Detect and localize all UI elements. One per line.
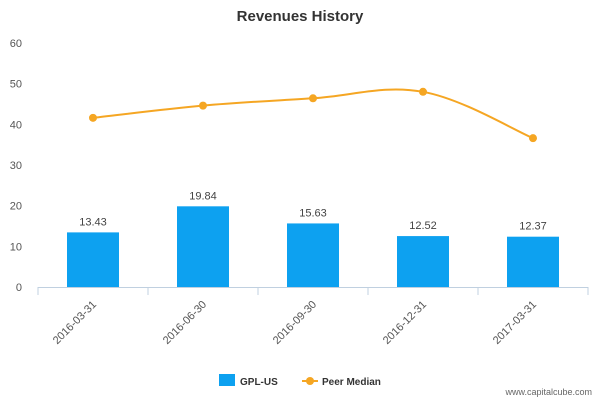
line-series-peer-median (89, 87, 537, 143)
x-tick-label: 2016-06-30 (161, 299, 209, 347)
watermark: www.capitalcube.com (504, 387, 592, 397)
bar (397, 236, 449, 287)
y-tick-label: 60 (10, 38, 22, 50)
bar-data-label: 15.63 (299, 207, 327, 219)
y-tick-label: 10 (10, 241, 22, 253)
x-tick-label: 2016-12-31 (381, 299, 429, 347)
y-tick-label: 50 (10, 79, 22, 91)
y-tick-label: 0 (16, 282, 22, 294)
x-tick-label: 2016-09-30 (271, 299, 319, 347)
bar-data-label: 12.52 (409, 220, 437, 232)
bar (507, 236, 559, 287)
peer-median-point (199, 101, 207, 110)
bar-data-label: 13.43 (79, 216, 107, 228)
peer-median-point (309, 94, 317, 103)
chart-title: Revenues History (237, 8, 364, 25)
y-tick-label: 30 (10, 160, 22, 172)
legend-swatch-gpl-us (219, 374, 235, 386)
y-axis: 0 10 20 30 40 50 60 (10, 38, 22, 294)
bar (287, 223, 339, 287)
x-tick-label: 2016-03-31 (51, 299, 99, 347)
legend: GPL-US Peer Median (219, 374, 381, 388)
bar-data-label: 12.37 (519, 221, 547, 233)
x-tick-label: 2017-03-31 (491, 299, 539, 347)
x-axis: 2016-03-31 2016-06-30 2016-09-30 2016-12-31… (37, 287, 589, 347)
y-tick-label: 40 (10, 119, 22, 131)
y-tick-label: 20 (10, 201, 22, 213)
peer-median-point (89, 113, 97, 122)
legend-label-gpl-us: GPL-US (240, 377, 278, 388)
peer-median-point (529, 134, 537, 143)
bar-series-gpl-us: 13.43 19.84 15.63 12.52 12.37 (67, 190, 559, 287)
legend-swatch-dot-peer-median (306, 377, 314, 385)
bar (177, 206, 229, 287)
legend-label-peer-median: Peer Median (322, 377, 381, 388)
bar-data-label: 19.84 (189, 190, 217, 202)
peer-median-point (419, 87, 427, 96)
bar (67, 232, 119, 287)
